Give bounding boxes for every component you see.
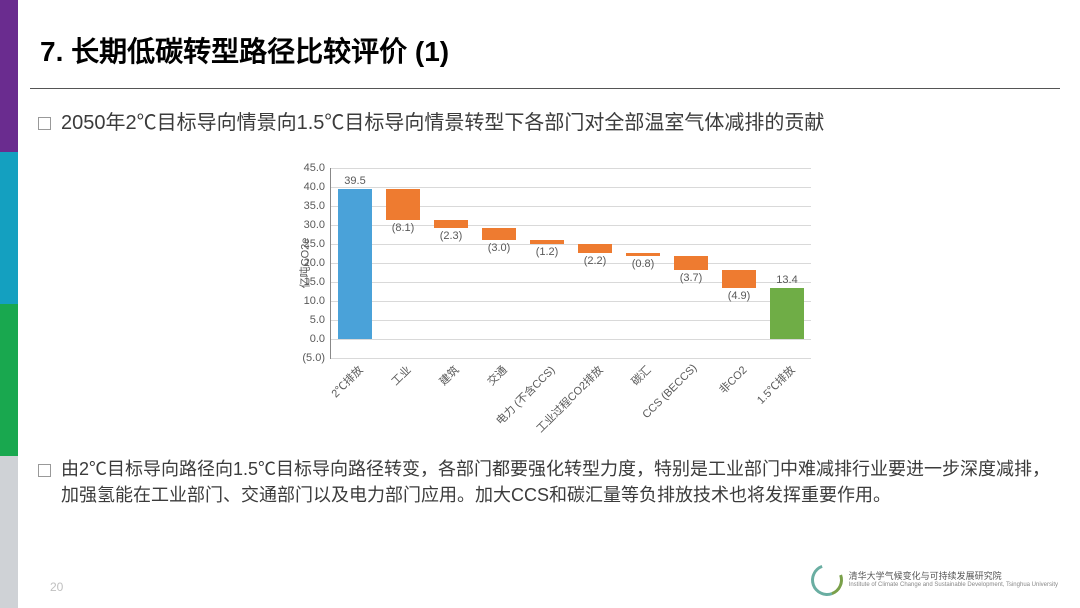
x-tick-label: 碳汇 xyxy=(627,362,654,389)
x-tick-label: 非CO2 xyxy=(715,362,750,397)
chart-bar xyxy=(674,256,709,270)
y-tick-label: 30.0 xyxy=(304,219,325,231)
bullet-icon xyxy=(38,464,51,477)
strip-seg xyxy=(0,0,18,152)
x-tick-label: 工业 xyxy=(387,362,414,389)
gridline xyxy=(331,263,811,264)
bar-value-label: (3.0) xyxy=(488,242,511,254)
chart-bar xyxy=(578,244,613,252)
body-row: 由2℃目标导向路径向1.5℃目标导向路径转变，各部门都要强化转型力度，特别是工业… xyxy=(38,456,1060,508)
slide-title: 7. 长期低碳转型路径比较评价 (1) xyxy=(40,30,1060,70)
institute-logo: 清华大学气候变化与可持续发展研究院 Institute of Climate C… xyxy=(811,564,1058,596)
chart-bar xyxy=(722,270,757,289)
y-tick-label: 35.0 xyxy=(304,200,325,212)
y-tick-label: 15.0 xyxy=(304,276,325,288)
y-tick-label: (5.0) xyxy=(302,352,325,364)
logo-cn: 清华大学气候变化与可持续发展研究院 xyxy=(849,572,1058,582)
bar-value-label: 13.4 xyxy=(776,274,797,286)
y-tick-label: 40.0 xyxy=(304,181,325,193)
strip-seg xyxy=(0,456,18,608)
strip-seg xyxy=(0,152,18,304)
bar-value-label: (8.1) xyxy=(392,222,415,234)
chart-bar xyxy=(386,189,421,220)
logo-text: 清华大学气候变化与可持续发展研究院 Institute of Climate C… xyxy=(849,572,1058,588)
gridline xyxy=(331,187,811,188)
gridline xyxy=(331,244,811,245)
y-tick-label: 0.0 xyxy=(310,333,325,345)
gridline xyxy=(331,339,811,340)
bar-value-label: (4.9) xyxy=(728,290,751,302)
x-tick-label: 1.5℃排放 xyxy=(753,362,798,407)
title-divider xyxy=(30,88,1060,89)
gridline xyxy=(331,358,811,359)
y-tick-label: 20.0 xyxy=(304,257,325,269)
bullet-icon xyxy=(38,117,51,130)
chart-bar xyxy=(530,240,565,245)
x-tick-label: 建筑 xyxy=(435,362,462,389)
bar-value-label: (3.7) xyxy=(680,272,703,284)
y-tick-label: 25.0 xyxy=(304,238,325,250)
gridline xyxy=(331,320,811,321)
chart-bar xyxy=(626,253,661,256)
logo-en: Institute of Climate Change and Sustaina… xyxy=(849,582,1058,589)
slide-content: 7. 长期低碳转型路径比较评价 (1) 2050年2℃目标导向情景向1.5℃目标… xyxy=(30,30,1060,520)
subtitle-text: 2050年2℃目标导向情景向1.5℃目标导向情景转型下各部门对全部温室气体减排的… xyxy=(61,109,824,138)
plot-area: 亿吨CO2e (5.0)0.05.010.015.020.025.030.035… xyxy=(330,168,811,359)
bar-value-label: (2.3) xyxy=(440,230,463,242)
subtitle-row: 2050年2℃目标导向情景向1.5℃目标导向情景转型下各部门对全部温室气体减排的… xyxy=(38,109,1060,138)
chart-bar xyxy=(338,189,373,339)
y-tick-label: 45.0 xyxy=(304,162,325,174)
bar-value-label: (0.8) xyxy=(632,258,655,270)
y-tick-label: 5.0 xyxy=(310,314,325,326)
bar-value-label: (1.2) xyxy=(536,246,559,258)
gridline xyxy=(331,168,811,169)
body-text: 由2℃目标导向路径向1.5℃目标导向路径转变，各部门都要强化转型力度，特别是工业… xyxy=(61,456,1060,508)
logo-c-icon xyxy=(805,559,848,602)
accent-sidebar xyxy=(0,0,18,608)
x-tick-label: 交通 xyxy=(483,362,510,389)
chart-bar xyxy=(434,220,469,229)
bar-value-label: 39.5 xyxy=(344,175,365,187)
chart-bar xyxy=(482,228,517,239)
x-tick-label: 2℃排放 xyxy=(327,362,366,401)
bar-value-label: (2.2) xyxy=(584,255,607,267)
y-tick-label: 10.0 xyxy=(304,295,325,307)
chart-bar xyxy=(770,288,805,339)
chart-container: 亿吨CO2e (5.0)0.05.010.015.020.025.030.035… xyxy=(30,150,1060,438)
footer-note: 20 xyxy=(50,580,63,594)
chart-canvas: 亿吨CO2e (5.0)0.05.010.015.020.025.030.035… xyxy=(270,150,820,438)
strip-seg xyxy=(0,304,18,456)
